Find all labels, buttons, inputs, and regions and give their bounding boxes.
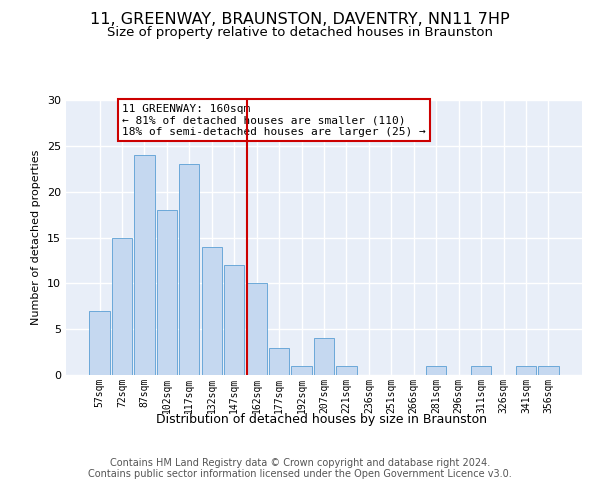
- Bar: [516, 366, 536, 375]
- Text: 11 GREENWAY: 160sqm
← 81% of detached houses are smaller (110)
18% of semi-detac: 11 GREENWAY: 160sqm ← 81% of detached ho…: [122, 104, 426, 137]
- Bar: [538, 366, 559, 375]
- Bar: [224, 265, 244, 375]
- Text: Distribution of detached houses by size in Braunston: Distribution of detached houses by size …: [155, 412, 487, 426]
- Y-axis label: Number of detached properties: Number of detached properties: [31, 150, 41, 325]
- Bar: [134, 155, 155, 375]
- Bar: [89, 311, 110, 375]
- Bar: [202, 246, 222, 375]
- Bar: [157, 210, 177, 375]
- Bar: [179, 164, 199, 375]
- Bar: [314, 338, 334, 375]
- Bar: [337, 366, 356, 375]
- Bar: [269, 348, 289, 375]
- Text: 11, GREENWAY, BRAUNSTON, DAVENTRY, NN11 7HP: 11, GREENWAY, BRAUNSTON, DAVENTRY, NN11 …: [90, 12, 510, 28]
- Bar: [112, 238, 132, 375]
- Bar: [247, 284, 267, 375]
- Text: Contains HM Land Registry data © Crown copyright and database right 2024.
Contai: Contains HM Land Registry data © Crown c…: [88, 458, 512, 479]
- Text: Size of property relative to detached houses in Braunston: Size of property relative to detached ho…: [107, 26, 493, 39]
- Bar: [426, 366, 446, 375]
- Bar: [292, 366, 311, 375]
- Bar: [471, 366, 491, 375]
